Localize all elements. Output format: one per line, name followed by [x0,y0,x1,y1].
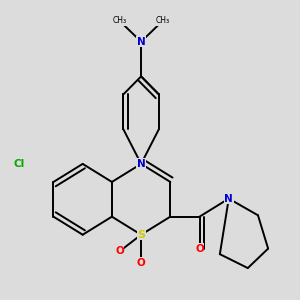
Text: O: O [195,244,204,254]
Text: N: N [224,194,233,204]
Text: CH₃: CH₃ [112,16,127,25]
Text: O: O [137,257,146,268]
Text: O: O [115,246,124,256]
Text: S: S [137,230,145,240]
Text: Cl: Cl [13,159,24,169]
Text: N: N [137,159,146,169]
Text: CH₃: CH₃ [156,16,170,25]
Text: N: N [137,37,146,47]
